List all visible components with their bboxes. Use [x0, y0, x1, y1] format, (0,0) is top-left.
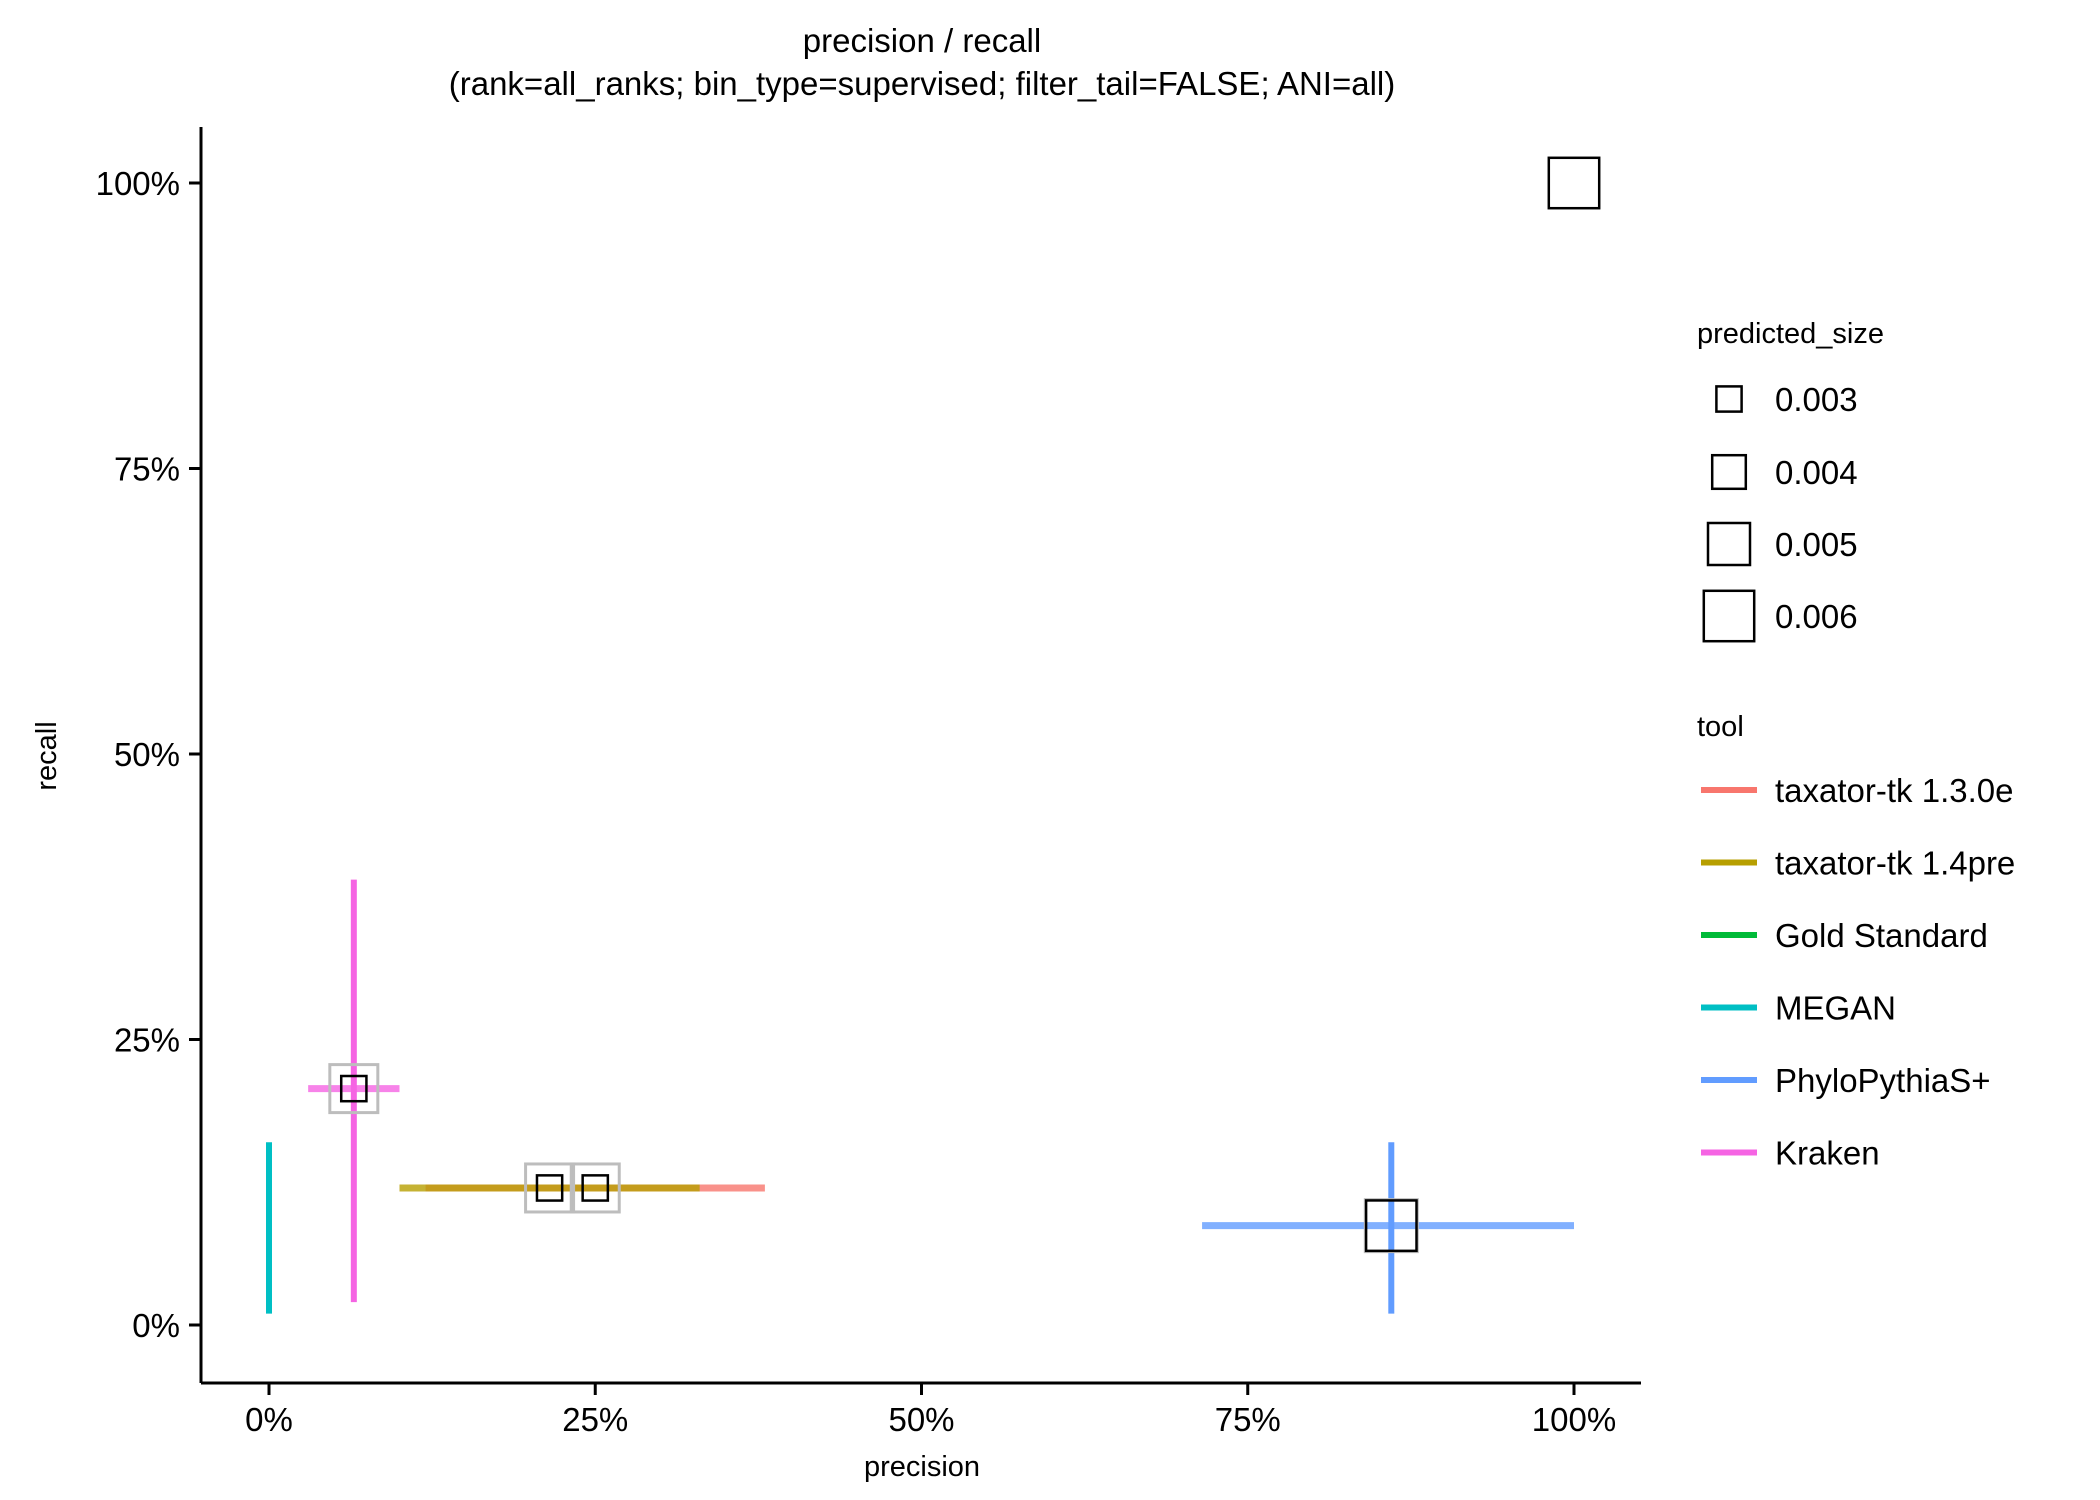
size-legend-label: 0.004 — [1775, 454, 1858, 491]
y-axis-ticks: 0% 25% 50% 75% 100% — [96, 165, 201, 1344]
plot-area — [266, 156, 1601, 1314]
size-legend-key — [1715, 385, 1743, 413]
taxator-tk-1-4pre-range-box — [524, 1162, 576, 1214]
size-legend-key — [1702, 589, 1756, 643]
y-axis-title: recall — [31, 721, 63, 790]
y-tick-label: 75% — [114, 451, 180, 488]
size-legend-label: 0.006 — [1775, 598, 1858, 635]
x-tick-label: 50% — [888, 1401, 954, 1438]
x-tick-label: 75% — [1215, 1401, 1281, 1438]
size-legend-label: 0.003 — [1775, 381, 1858, 418]
taxator-tk-1-3-0e-point — [581, 1174, 610, 1202]
taxator-tk-1-4pre-point — [535, 1174, 564, 1202]
chart-title: precision / recall — [803, 22, 1041, 59]
kraken-point — [339, 1074, 368, 1103]
y-tick-label: 50% — [114, 736, 180, 773]
taxator-tk-1-3-0e-range-box — [569, 1162, 621, 1214]
y-tick-label: 0% — [132, 1307, 180, 1344]
y-tick-label: 100% — [96, 165, 180, 202]
kraken-range-box — [328, 1063, 380, 1115]
x-tick-label: 0% — [245, 1401, 293, 1438]
tool-legend-label: Gold Standard — [1775, 917, 1988, 954]
size-legend-key — [1710, 453, 1748, 491]
phylopythias-point — [1364, 1199, 1418, 1253]
x-tick-label: 100% — [1532, 1401, 1616, 1438]
tool-legend-label: taxator-tk 1.4pre — [1775, 845, 2015, 882]
chart-subtitle: (rank=all_ranks; bin_type=supervised; fi… — [449, 65, 1396, 102]
x-axis-title: precision — [864, 1451, 980, 1483]
size-legend-key — [1706, 521, 1752, 567]
size-legend-label: 0.005 — [1775, 526, 1858, 563]
x-axis-ticks: 0% 25% 50% 75% 100% — [245, 1383, 1616, 1438]
tool-legend-label: taxator-tk 1.3.0e — [1775, 772, 2013, 809]
gold-standard-point — [1547, 156, 1601, 210]
tool-legend-label: PhyloPythiaS+ — [1775, 1062, 1991, 1099]
x-tick-label: 25% — [562, 1401, 628, 1438]
tool-legend-title: tool — [1697, 711, 1744, 743]
size-legend-title: predicted_size — [1697, 318, 1884, 350]
tool-legend: tool taxator-tk 1.3.0e taxator-tk 1.4pre G… — [1697, 711, 2015, 1172]
size-legend: predicted_size 0.003 0.004 0.005 0.006 — [1697, 318, 1884, 643]
y-tick-label: 25% — [114, 1022, 180, 1059]
tool-legend-label: MEGAN — [1775, 990, 1896, 1027]
tool-legend-label: Kraken — [1775, 1135, 1880, 1172]
